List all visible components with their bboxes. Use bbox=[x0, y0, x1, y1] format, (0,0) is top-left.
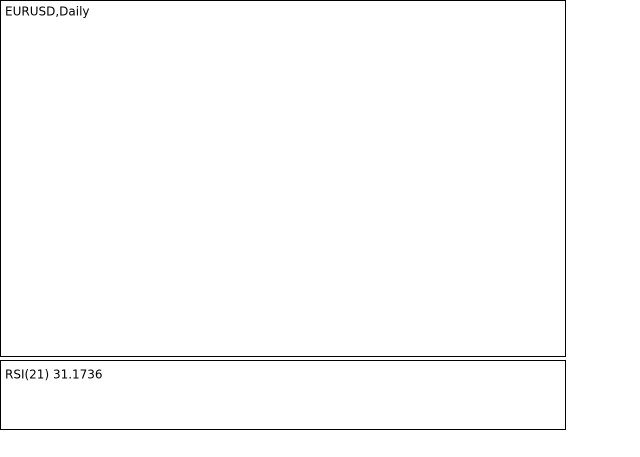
rsi-title: RSI(21) 31.1736 bbox=[5, 368, 103, 382]
main-panel bbox=[0, 0, 566, 357]
rsi-panel bbox=[0, 360, 566, 430]
chart-title: EURUSD,Daily bbox=[5, 5, 90, 19]
